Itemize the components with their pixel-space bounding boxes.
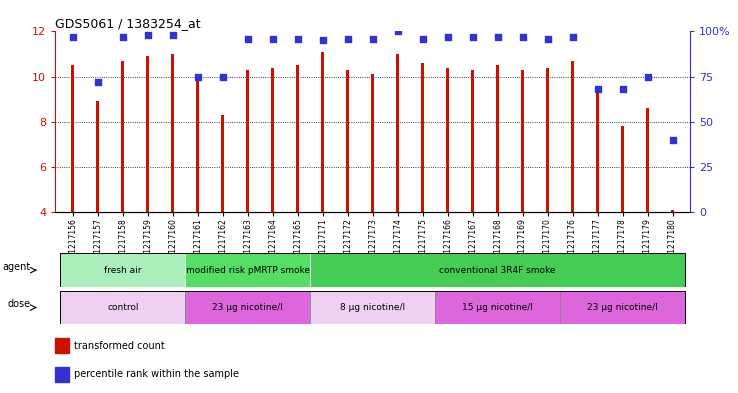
Bar	[296, 65, 299, 212]
Bar	[55, 338, 69, 353]
Text: agent: agent	[2, 262, 30, 272]
Text: conventional 3R4F smoke: conventional 3R4F smoke	[439, 266, 556, 275]
Point	[317, 37, 328, 44]
Point	[242, 35, 254, 42]
Point	[592, 86, 604, 92]
Bar	[546, 68, 549, 212]
Point	[267, 35, 279, 42]
Bar	[72, 65, 75, 212]
Bar	[221, 115, 224, 212]
Bar	[55, 367, 69, 382]
Point	[92, 79, 104, 85]
Text: transformed count: transformed count	[74, 341, 165, 351]
Text: percentile rank within the sample: percentile rank within the sample	[74, 369, 239, 379]
Point	[367, 35, 379, 42]
Point	[217, 73, 229, 80]
Bar	[272, 68, 275, 212]
Bar	[521, 70, 524, 212]
Point	[292, 35, 303, 42]
Point	[442, 34, 454, 40]
Point	[617, 86, 629, 92]
Text: GDS5061 / 1383254_at: GDS5061 / 1383254_at	[55, 17, 201, 30]
Bar	[121, 61, 124, 212]
Point	[542, 35, 554, 42]
Bar	[171, 54, 174, 212]
Text: 15 μg nicotine/l: 15 μg nicotine/l	[462, 303, 533, 312]
Point	[67, 34, 79, 40]
Point	[567, 34, 579, 40]
Point	[392, 28, 404, 35]
Bar	[246, 70, 249, 212]
Bar	[571, 61, 574, 212]
Text: dose: dose	[7, 299, 30, 309]
Bar	[196, 77, 199, 212]
Bar	[396, 54, 399, 212]
Bar	[671, 210, 674, 212]
Bar	[185, 253, 310, 287]
Point	[342, 35, 354, 42]
Point	[666, 137, 678, 143]
Bar	[560, 291, 685, 324]
Bar	[310, 253, 685, 287]
Bar	[346, 70, 349, 212]
Point	[641, 73, 653, 80]
Text: 23 μg nicotine/l: 23 μg nicotine/l	[213, 303, 283, 312]
Text: fresh air: fresh air	[104, 266, 142, 275]
Bar	[421, 63, 424, 212]
Point	[142, 32, 154, 38]
Text: 8 μg nicotine/l: 8 μg nicotine/l	[340, 303, 405, 312]
Point	[167, 32, 179, 38]
Bar	[61, 253, 185, 287]
Bar	[496, 65, 499, 212]
Point	[466, 34, 478, 40]
Bar	[446, 68, 449, 212]
Bar	[146, 56, 149, 212]
Point	[192, 73, 204, 80]
Text: control: control	[107, 303, 139, 312]
Bar	[471, 70, 474, 212]
Text: 23 μg nicotine/l: 23 μg nicotine/l	[587, 303, 658, 312]
Bar	[321, 52, 324, 212]
Bar	[61, 291, 185, 324]
Bar	[435, 291, 560, 324]
Point	[517, 34, 528, 40]
Bar	[97, 101, 100, 212]
Bar	[646, 108, 649, 212]
Bar	[596, 86, 599, 212]
Point	[492, 34, 503, 40]
Bar	[310, 291, 435, 324]
Point	[417, 35, 429, 42]
Point	[117, 34, 128, 40]
Bar	[371, 74, 374, 212]
Bar	[185, 291, 310, 324]
Text: modified risk pMRTP smoke: modified risk pMRTP smoke	[186, 266, 310, 275]
Bar	[621, 127, 624, 212]
